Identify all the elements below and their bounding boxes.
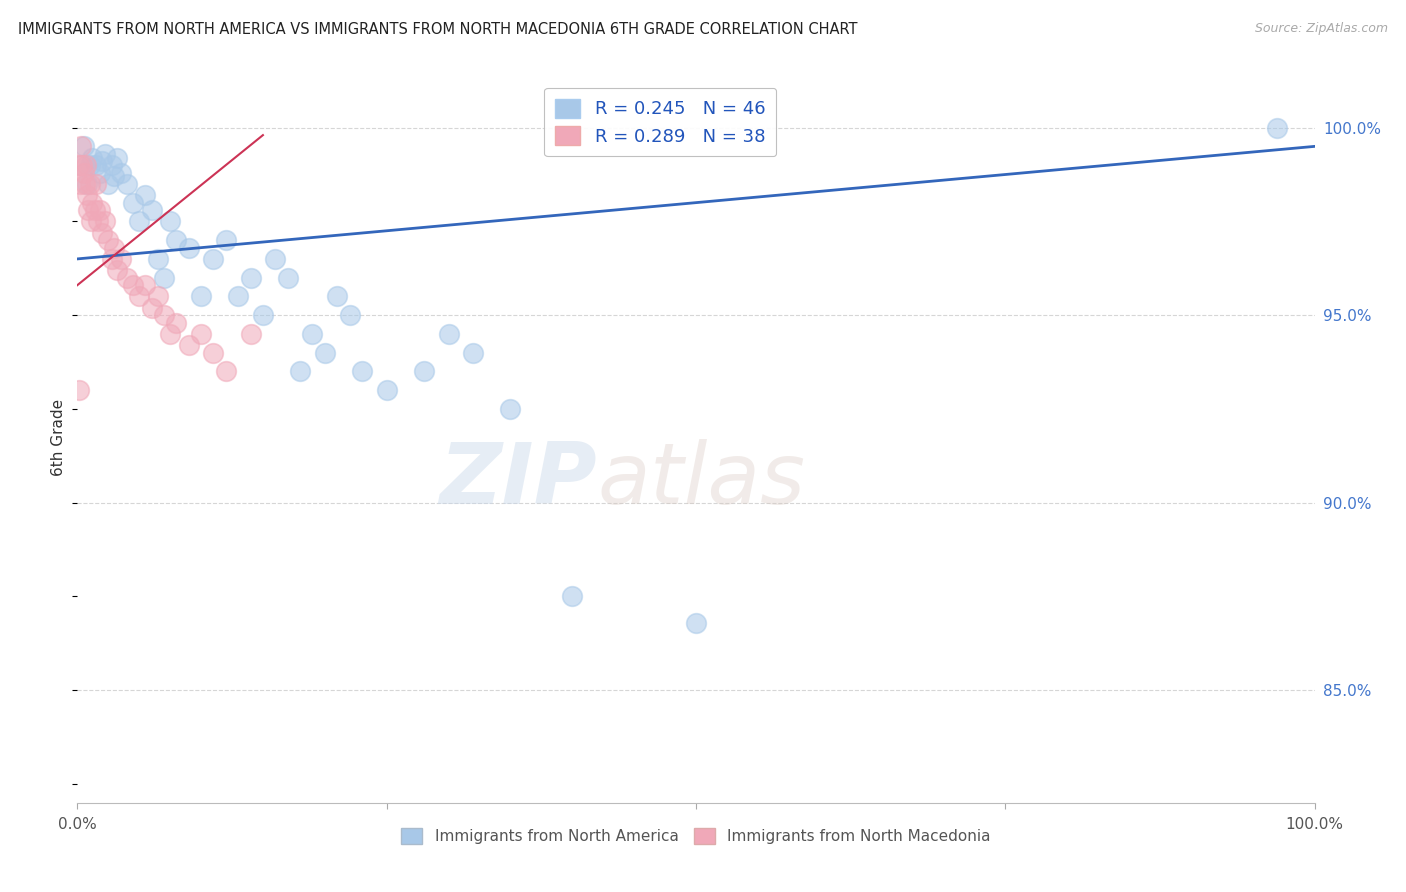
Point (122, 195, 145, 210)
Point (159, 326, 181, 341)
Point (82, 195, 104, 210)
Point (93, 214, 115, 228)
Point (103, 241, 125, 255)
Point (110, 166, 132, 180)
Point (75, 158, 97, 172)
Point (101, 252, 124, 266)
Point (73, 177, 96, 191)
Point (141, 301, 163, 315)
Point (79, 158, 101, 172)
Point (77, 203, 100, 218)
Point (375, 383, 398, 397)
Point (72, 158, 94, 172)
Point (159, 214, 181, 228)
Point (165, 316, 187, 330)
Point (153, 308, 176, 322)
Point (463, 345, 485, 359)
Point (79, 177, 101, 191)
Point (561, 590, 583, 604)
Point (202, 252, 225, 266)
Point (103, 169, 125, 184)
Point (1267, 120, 1289, 135)
Text: atlas: atlas (598, 440, 806, 523)
Point (76, 188, 98, 202)
Point (146, 289, 169, 303)
Point (499, 401, 522, 416)
Point (339, 308, 361, 322)
Point (128, 214, 150, 228)
Point (70, 139, 93, 153)
Point (89, 203, 111, 218)
Point (67, 158, 90, 172)
Point (177, 241, 200, 255)
Point (105, 263, 128, 277)
Point (437, 326, 460, 341)
Point (91, 154, 114, 169)
Point (190, 289, 212, 303)
Point (202, 345, 225, 359)
Point (153, 270, 176, 285)
Point (67, 383, 90, 397)
Y-axis label: 6th Grade: 6th Grade (51, 399, 66, 475)
Point (141, 203, 163, 218)
Point (110, 252, 132, 266)
Point (288, 364, 311, 378)
Point (239, 326, 262, 341)
Point (84, 177, 107, 191)
Point (239, 270, 262, 285)
Point (70, 158, 93, 172)
Point (93, 147, 115, 161)
Point (350, 364, 373, 378)
Point (101, 158, 124, 172)
Point (91, 226, 114, 240)
Text: ZIP: ZIP (439, 440, 598, 523)
Point (165, 233, 187, 247)
Legend: Immigrants from North America, Immigrants from North Macedonia: Immigrants from North America, Immigrant… (395, 822, 997, 850)
Point (226, 289, 249, 303)
Point (412, 364, 434, 378)
Text: Source: ZipAtlas.com: Source: ZipAtlas.com (1254, 22, 1388, 36)
Point (177, 338, 200, 352)
Point (301, 326, 323, 341)
Point (83, 203, 105, 218)
Point (82, 151, 104, 165)
Point (84, 158, 107, 172)
Point (252, 308, 274, 322)
Point (190, 326, 212, 341)
Point (69, 177, 91, 191)
Point (122, 278, 145, 293)
Point (128, 289, 150, 303)
Point (115, 270, 138, 285)
Point (215, 364, 238, 378)
Point (72, 139, 94, 153)
Point (72, 166, 94, 180)
Point (314, 345, 336, 359)
Point (146, 252, 169, 266)
Point (277, 270, 299, 285)
Point (134, 278, 156, 293)
Point (264, 252, 287, 266)
Point (97, 233, 120, 247)
Point (76, 177, 98, 191)
Point (215, 233, 238, 247)
Point (80, 214, 103, 228)
Point (115, 177, 138, 191)
Point (89, 166, 111, 180)
Point (97, 177, 120, 191)
Point (134, 188, 156, 202)
Point (87, 214, 110, 228)
Point (326, 289, 349, 303)
Text: IMMIGRANTS FROM NORTH AMERICA VS IMMIGRANTS FROM NORTH MACEDONIA 6TH GRADE CORRE: IMMIGRANTS FROM NORTH AMERICA VS IMMIGRA… (18, 22, 858, 37)
Point (685, 615, 707, 630)
Point (105, 151, 128, 165)
